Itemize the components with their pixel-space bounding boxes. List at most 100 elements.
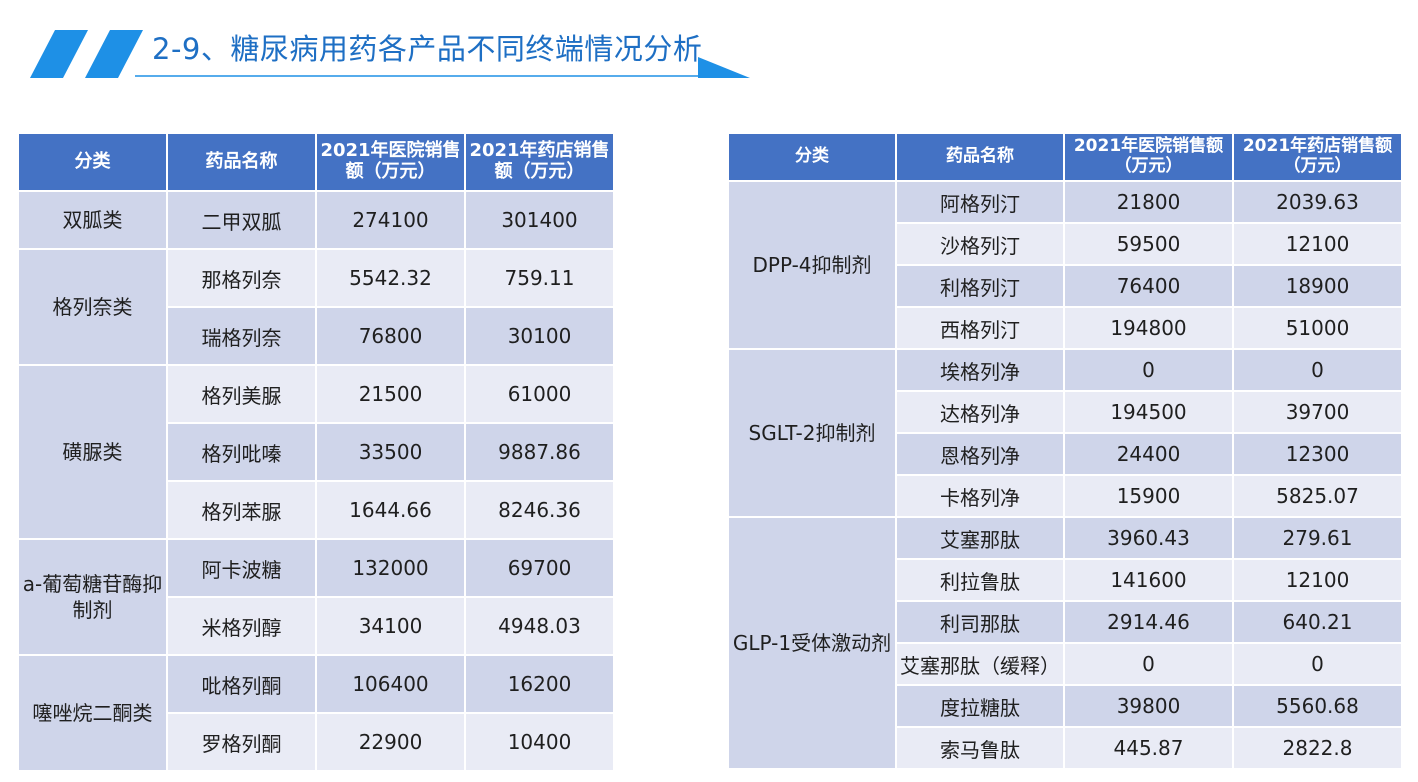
- hospital-sales-cell: 39800: [1063, 684, 1234, 728]
- table-row: 格列奈类 那格列奈 5542.32 759.11: [17, 248, 615, 366]
- table-row: 罗格列酮 22900 10400: [18, 712, 615, 772]
- category-cell: a-葡萄糖苷酶抑制剂: [17, 538, 168, 656]
- category-cell: 格列奈类: [17, 248, 168, 366]
- hospital-sales-cell: 15900: [1063, 474, 1234, 518]
- hospital-sales-cell: 194500: [1063, 390, 1234, 434]
- title-banner: 2-9、糖尿病用药各产品不同终端情况分析: [0, 0, 760, 90]
- drug-name-cell: 利拉鲁肽: [895, 558, 1065, 602]
- pharmacy-sales-cell: 12300: [1232, 432, 1403, 476]
- hospital-sales-cell: 0: [1063, 642, 1234, 686]
- drug-name-cell: 艾塞那肽（缓释）: [895, 642, 1065, 686]
- title-underline-arrow: [698, 57, 750, 78]
- table-row: 西格列汀 194800 51000: [728, 306, 1403, 350]
- pharmacy-sales-cell: 0: [1232, 642, 1403, 686]
- header-category: 分类: [17, 132, 168, 192]
- drug-name-cell: 米格列醇: [166, 596, 317, 656]
- drug-name-cell: 阿卡波糖: [166, 538, 317, 598]
- hospital-sales-cell: 33500: [315, 422, 466, 482]
- drug-name-cell: 格列吡嗪: [166, 422, 317, 482]
- right-sales-table: 分类 药品名称 2021年医院销售额（万元） 2021年药店销售额（万元） DP…: [727, 132, 1403, 770]
- header-pharmacy-sales: 2021年药店销售额（万元）: [1232, 132, 1403, 182]
- drug-name-cell: 那格列奈: [166, 248, 317, 308]
- table-row: 沙格列汀 59500 12100: [728, 222, 1403, 266]
- category-cell: 磺脲类: [17, 364, 168, 540]
- pharmacy-sales-cell: 279.61: [1232, 516, 1403, 560]
- hospital-sales-cell: 194800: [1063, 306, 1234, 350]
- pharmacy-sales-cell: 5560.68: [1232, 684, 1403, 728]
- pharmacy-sales-cell: 4948.03: [464, 596, 615, 656]
- category-cell: SGLT-2抑制剂: [727, 348, 897, 518]
- drug-name-cell: 艾塞那肽: [895, 516, 1065, 560]
- drug-name-cell: 索马鲁肽: [895, 726, 1065, 770]
- page-title: 2-9、糖尿病用药各产品不同终端情况分析: [152, 32, 703, 66]
- hospital-sales-cell: 274100: [315, 190, 466, 250]
- table-row: 格列苯脲 1644.66 8246.36: [18, 480, 615, 540]
- hospital-sales-cell: 106400: [315, 654, 466, 714]
- pharmacy-sales-cell: 69700: [464, 538, 615, 598]
- right-table-body: DPP-4抑制剂 阿格列汀 21800 2039.63 沙格列汀 59500 12100 利格…: [727, 180, 1403, 770]
- table-row: 磺脲类 格列美脲 21500 61000: [17, 364, 615, 540]
- pharmacy-sales-cell: 2822.8: [1232, 726, 1403, 770]
- hospital-sales-cell: 76800: [315, 306, 466, 366]
- table-row: 利司那肽 2914.46 640.21: [728, 600, 1403, 644]
- table-row: 艾塞那肽（缓释） 0 0: [728, 642, 1403, 686]
- hospital-sales-cell: 3960.43: [1063, 516, 1234, 560]
- pharmacy-sales-cell: 61000: [464, 364, 615, 424]
- table-row: 度拉糖肽 39800 5560.68: [728, 684, 1403, 728]
- drug-name-cell: 恩格列净: [895, 432, 1065, 476]
- drug-name-cell: 度拉糖肽: [895, 684, 1065, 728]
- table-row: 恩格列净 24400 12300: [728, 432, 1403, 476]
- hospital-sales-cell: 21500: [315, 364, 466, 424]
- category-cell: GLP-1受体激动剂: [727, 516, 897, 770]
- drug-name-cell: 卡格列净: [895, 474, 1065, 518]
- drug-name-cell: 利格列汀: [895, 264, 1065, 308]
- hospital-sales-cell: 1644.66: [315, 480, 466, 540]
- table-row: DPP-4抑制剂 阿格列汀 21800 2039.63: [727, 180, 1403, 350]
- pharmacy-sales-cell: 8246.36: [464, 480, 615, 540]
- table-row: SGLT-2抑制剂 埃格列净 0 0: [727, 348, 1403, 518]
- drug-name-cell: 达格列净: [895, 390, 1065, 434]
- hospital-sales-cell: 132000: [315, 538, 466, 598]
- accent-stripe-2: [85, 30, 143, 78]
- category-cell: 双胍类: [17, 190, 168, 250]
- drug-name-cell: 埃格列净: [895, 348, 1065, 392]
- drug-name-cell: 吡格列酮: [166, 654, 317, 714]
- table-row: 米格列醇 34100 4948.03: [18, 596, 615, 656]
- header-drug-name: 药品名称: [166, 132, 317, 192]
- pharmacy-sales-cell: 12100: [1232, 558, 1403, 602]
- table-row: a-葡萄糖苷酶抑制剂 阿卡波糖 132000 69700: [17, 538, 615, 656]
- drug-name-cell: 瑞格列奈: [166, 306, 317, 366]
- drug-name-cell: 格列美脲: [166, 364, 317, 424]
- hospital-sales-cell: 5542.32: [315, 248, 466, 308]
- hospital-sales-cell: 34100: [315, 596, 466, 656]
- hospital-sales-cell: 2914.46: [1063, 600, 1234, 644]
- table-row: 格列吡嗪 33500 9887.86: [18, 422, 615, 482]
- drug-name-cell: 二甲双胍: [166, 190, 317, 250]
- table-row: 噻唑烷二酮类 吡格列酮 106400 16200: [17, 654, 615, 772]
- table-header-row: 分类 药品名称 2021年医院销售额（万元） 2021年药店销售额（万元）: [727, 132, 1403, 182]
- drug-name-cell: 格列苯脲: [166, 480, 317, 540]
- pharmacy-sales-cell: 18900: [1232, 264, 1403, 308]
- pharmacy-sales-cell: 5825.07: [1232, 474, 1403, 518]
- pharmacy-sales-cell: 39700: [1232, 390, 1403, 434]
- accent-stripe-1: [30, 30, 88, 78]
- table-header-row: 分类 药品名称 2021年医院销售额（万元） 2021年药店销售额（万元）: [17, 132, 615, 192]
- hospital-sales-cell: 0: [1063, 348, 1234, 392]
- drug-name-cell: 罗格列酮: [166, 712, 317, 772]
- title-decoration: [30, 30, 750, 78]
- left-sales-table: 分类 药品名称 2021年医院销售额（万元） 2021年药店销售额（万元） 双胍…: [17, 132, 615, 772]
- drug-name-cell: 利司那肽: [895, 600, 1065, 644]
- header-hospital-sales: 2021年医院销售额（万元）: [1063, 132, 1234, 182]
- table-row: 双胍类 二甲双胍 274100 301400: [17, 190, 615, 250]
- pharmacy-sales-cell: 12100: [1232, 222, 1403, 266]
- hospital-sales-cell: 76400: [1063, 264, 1234, 308]
- pharmacy-sales-cell: 9887.86: [464, 422, 615, 482]
- hospital-sales-cell: 141600: [1063, 558, 1234, 602]
- header-pharmacy-sales: 2021年药店销售额（万元）: [464, 132, 615, 192]
- table-row: 瑞格列奈 76800 30100: [18, 306, 615, 366]
- header-drug-name: 药品名称: [895, 132, 1065, 182]
- drug-name-cell: 沙格列汀: [895, 222, 1065, 266]
- table-row: GLP-1受体激动剂 艾塞那肽 3960.43 279.61: [727, 516, 1403, 770]
- left-table-body: 双胍类 二甲双胍 274100 301400 格列奈类 那格列奈 5542.32 759.11…: [17, 190, 615, 772]
- hospital-sales-cell: 24400: [1063, 432, 1234, 476]
